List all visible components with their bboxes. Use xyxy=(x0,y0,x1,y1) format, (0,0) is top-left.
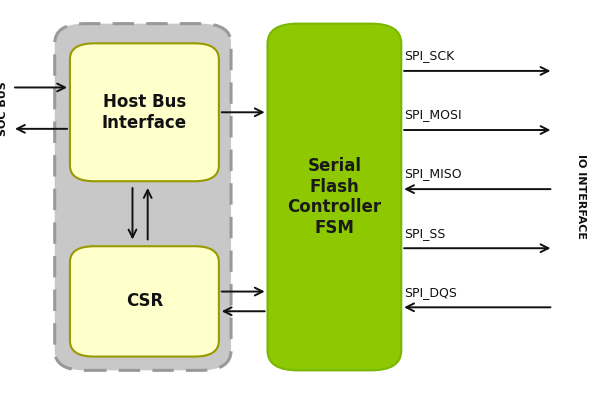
Text: SOC BUS: SOC BUS xyxy=(0,81,8,136)
FancyBboxPatch shape xyxy=(70,43,219,181)
Text: SPI_SS: SPI_SS xyxy=(404,227,446,240)
FancyBboxPatch shape xyxy=(268,24,401,370)
Text: IO INTERFACE: IO INTERFACE xyxy=(576,154,586,240)
Text: SPI_SCK: SPI_SCK xyxy=(404,49,455,62)
Text: SPI_DQS: SPI_DQS xyxy=(404,286,457,299)
Text: Host Bus
Interface: Host Bus Interface xyxy=(102,93,187,132)
Text: SPI_MISO: SPI_MISO xyxy=(404,167,462,180)
Text: Serial
Flash
Controller
FSM: Serial Flash Controller FSM xyxy=(288,157,381,237)
FancyBboxPatch shape xyxy=(55,24,231,370)
Text: SPI_MOSI: SPI_MOSI xyxy=(404,108,462,121)
FancyBboxPatch shape xyxy=(70,246,219,357)
Text: CSR: CSR xyxy=(126,292,163,310)
